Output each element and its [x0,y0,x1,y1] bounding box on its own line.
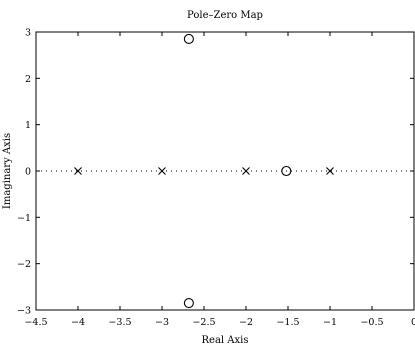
x-tick-label: −0.5 [360,317,383,328]
y-tick-label: −1 [17,213,31,224]
chart-title: Pole–Zero Map [187,10,263,21]
pole-marker [326,167,334,175]
x-tick-label: −1.5 [276,317,299,328]
y-tick-label: 0 [25,167,31,178]
pole-marker [242,167,250,175]
x-tick-label: −1 [323,317,337,328]
y-tick-label: 3 [25,28,31,39]
axes-layer: −4.5 −4 −3.5 −3 −2.5 −2 −1.5 −1 −0.5 0 −3 −2 −1 0 1 2 3 [17,28,415,329]
marks-layer [36,33,414,309]
x-tick-label: −4.5 [24,317,47,328]
pole-marker [158,167,166,175]
y-tick-label: −3 [17,306,31,317]
y-tick-label: −2 [17,259,31,270]
x-tick-label: −2 [239,317,253,328]
x-tick-label: 0 [411,317,415,328]
x-tick-label: −4 [71,317,85,328]
zero-marker [183,297,194,309]
y-tick-label: 1 [25,120,31,131]
y-tick-label: 2 [25,74,31,85]
x-tick-label: −2.5 [192,317,215,328]
zero-marker [183,33,194,45]
zero-marker [281,165,292,177]
plot-area-frame [35,31,415,311]
pole-marker [74,167,82,175]
x-tick-label: −3 [155,317,169,328]
x-tick-label: −3.5 [108,317,131,328]
y-axis-label: Imaginary Axis [2,133,13,209]
x-axis-label: Real Axis [202,335,249,346]
